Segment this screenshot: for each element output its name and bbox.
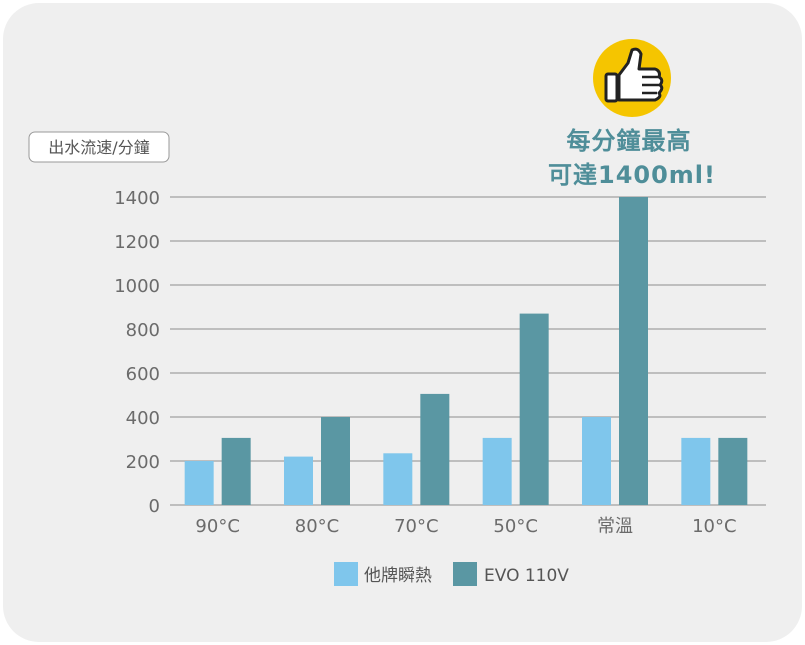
bar-evo-0 (221, 437, 251, 505)
legend-swatch-evo (453, 562, 477, 586)
callout: 每分鐘最高 可達1400ml! (548, 39, 716, 189)
y-tick-label: 600 (126, 364, 160, 385)
y-tick-label: 1400 (114, 188, 160, 209)
bar-other-brand-3 (482, 437, 512, 505)
bar-other-brand-5 (681, 437, 711, 505)
bar-other-brand-2 (383, 453, 413, 505)
x-tick-label: 90°C (195, 516, 239, 537)
bar-other-brand-0 (184, 461, 214, 505)
y-axis-label: 出水流速/分鐘 (48, 138, 149, 157)
x-tick-label: 70°C (394, 516, 438, 537)
legend-swatch-other-brand (334, 562, 358, 586)
x-tick-labels: 90°C 80°C 70°C 50°C 常溫 10°C (195, 516, 736, 537)
y-tick-labels: 0 200 400 600 800 1000 1200 1400 (114, 188, 160, 517)
x-tick-label: 80°C (295, 516, 339, 537)
y-tick-label: 0 (149, 496, 160, 517)
y-tick-label: 800 (126, 320, 160, 341)
callout-line-2: 可達1400ml! (548, 161, 716, 189)
y-tick-label: 400 (126, 408, 160, 429)
x-tick-label: 常溫 (597, 516, 633, 537)
y-tick-label: 1000 (114, 276, 160, 297)
y-tick-label: 200 (126, 452, 160, 473)
bar-evo-5 (718, 437, 748, 505)
thumbs-up-icon (593, 39, 671, 117)
legend-label-evo: EVO 110V (484, 566, 569, 586)
bars (184, 197, 748, 505)
gridlines (170, 196, 766, 506)
legend-label-other-brand: 他牌瞬熱 (364, 566, 432, 586)
bar-other-brand-1 (284, 456, 313, 505)
chart-card (3, 3, 802, 642)
x-tick-label: 10°C (692, 516, 736, 537)
bar-evo-3 (519, 313, 549, 505)
bar-evo-4 (619, 197, 648, 505)
callout-line-1: 每分鐘最高 (567, 127, 692, 155)
x-tick-label: 50°C (493, 516, 537, 537)
y-tick-label: 1200 (114, 232, 160, 253)
bar-other-brand-4 (582, 417, 611, 505)
ylabel-box: 出水流速/分鐘 (28, 131, 170, 163)
bar-evo-2 (420, 393, 450, 505)
bar-evo-1 (321, 417, 350, 505)
legend: 他牌瞬熱 EVO 110V (334, 562, 569, 586)
